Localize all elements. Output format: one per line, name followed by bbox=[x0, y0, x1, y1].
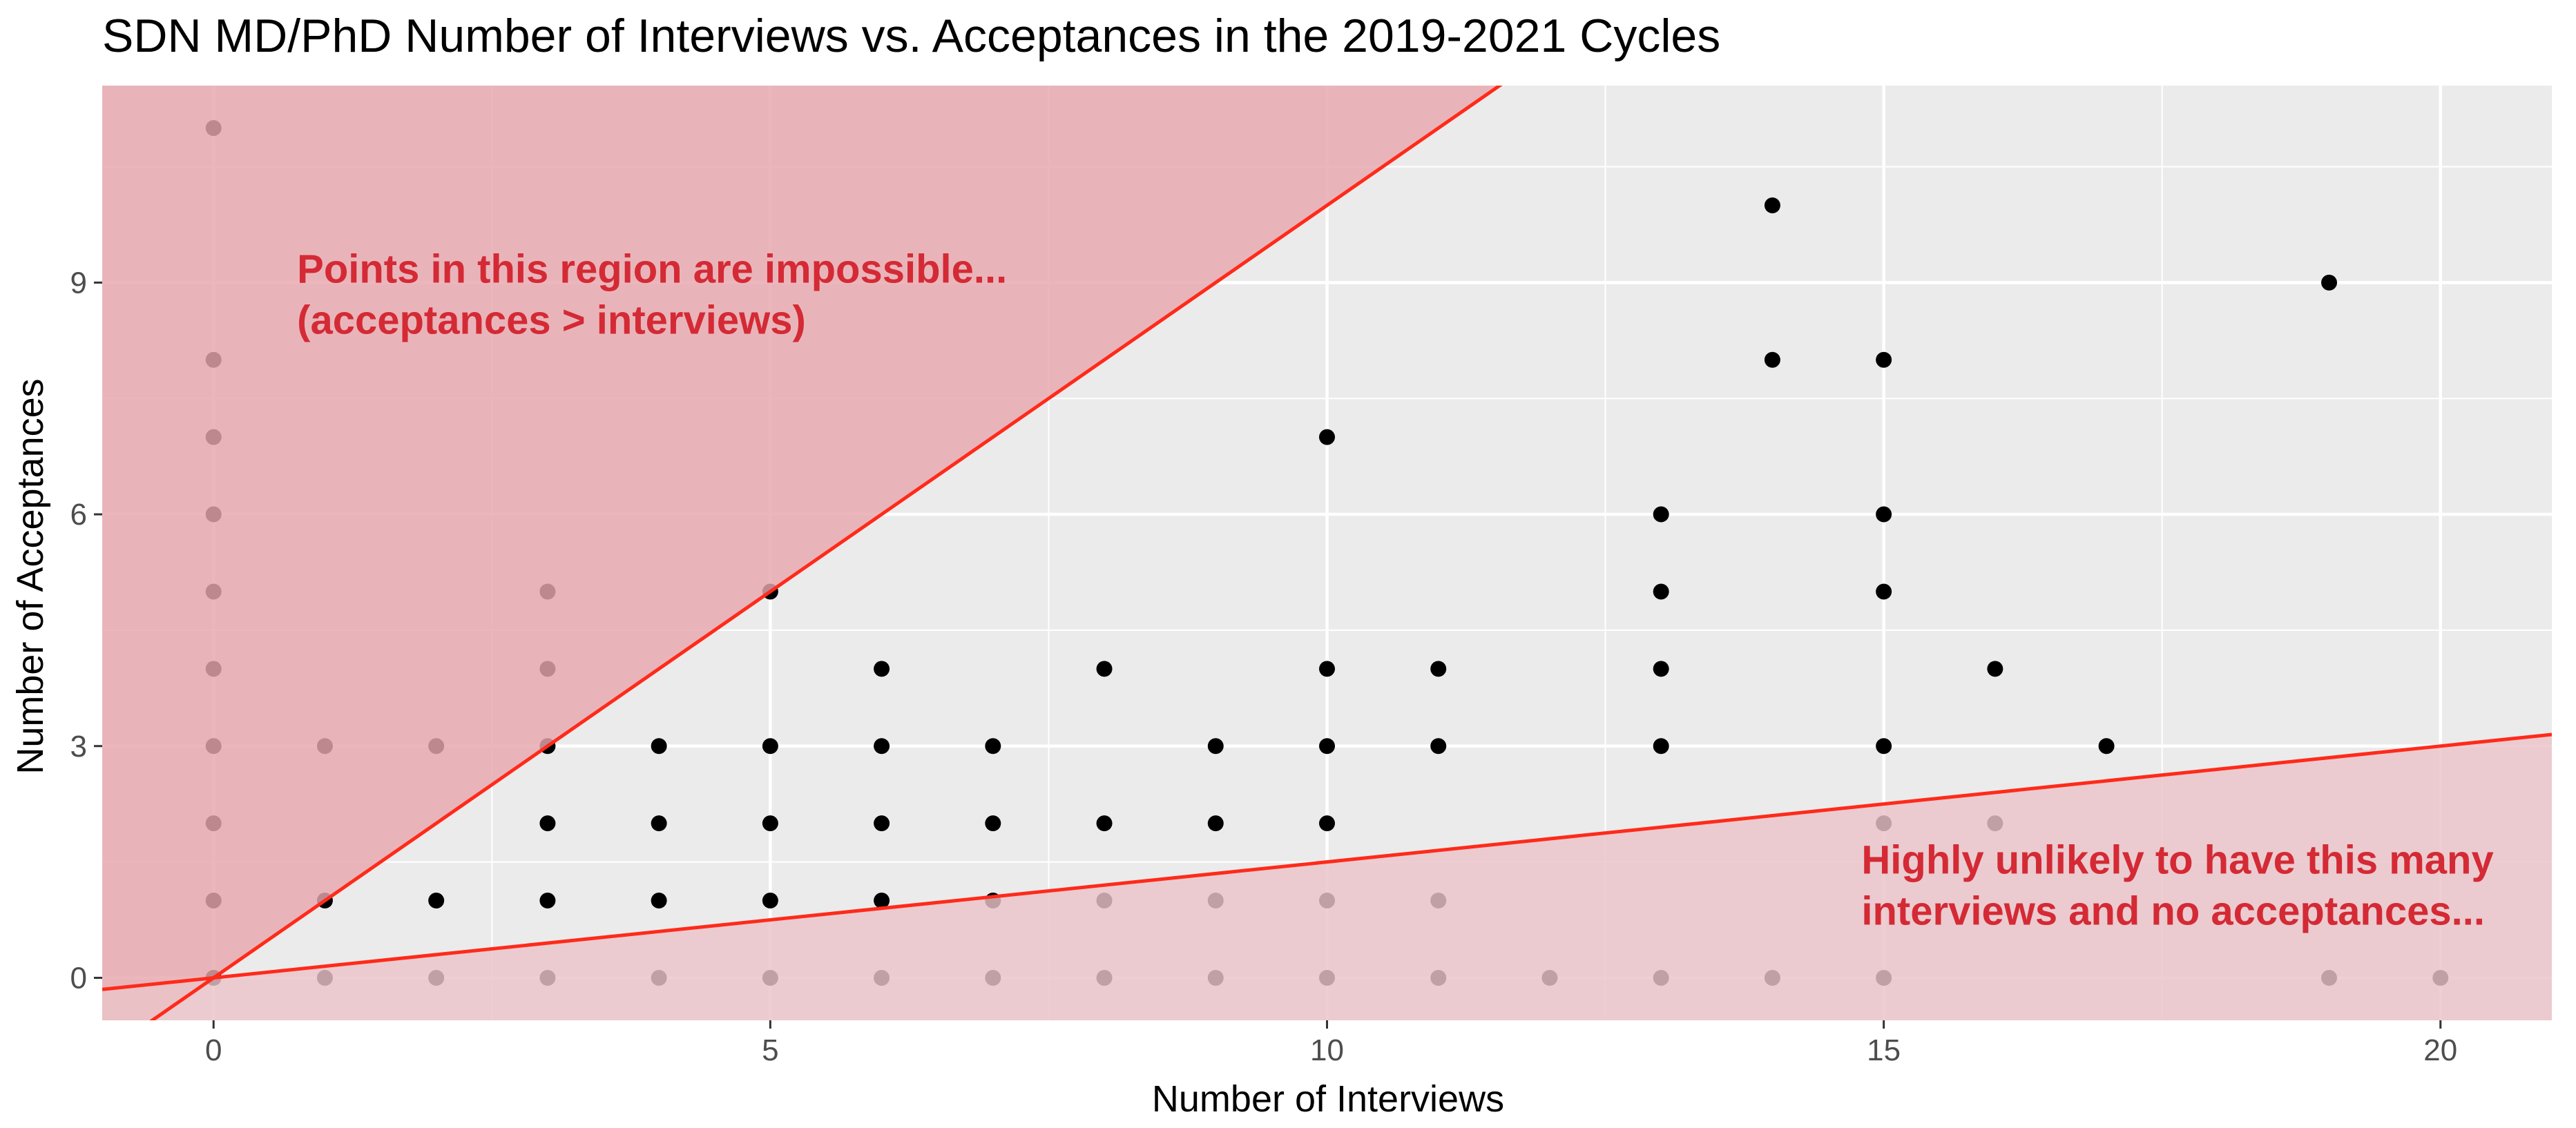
y-tick-label: 9 bbox=[70, 266, 87, 300]
data-point bbox=[1653, 738, 1669, 755]
annotation-text: interviews and no acceptances... bbox=[1861, 888, 2485, 933]
data-point bbox=[874, 738, 890, 755]
data-point bbox=[874, 893, 890, 909]
data-point bbox=[1653, 661, 1669, 677]
y-axis-label: Number of Acceptances bbox=[10, 378, 51, 774]
data-point bbox=[874, 815, 890, 832]
data-point bbox=[762, 893, 778, 909]
data-point bbox=[539, 815, 556, 832]
x-axis-ticks: 0 5 10 15 20 bbox=[205, 1020, 2457, 1067]
data-point bbox=[428, 893, 445, 909]
data-point bbox=[1876, 738, 1892, 755]
data-point bbox=[1096, 661, 1113, 677]
data-point bbox=[651, 893, 667, 909]
data-point bbox=[539, 893, 556, 909]
reference-lines bbox=[102, 86, 2552, 1020]
data-point bbox=[985, 815, 1001, 832]
impossible-region bbox=[102, 86, 2552, 1020]
data-point bbox=[1319, 738, 1335, 755]
annotation-text: Highly unlikely to have this many bbox=[1861, 837, 2493, 882]
y-tick-label: 3 bbox=[70, 730, 87, 764]
reference-line bbox=[149, 86, 1503, 1020]
data-point bbox=[762, 738, 778, 755]
x-tick-label: 20 bbox=[2423, 1033, 2457, 1067]
data-point bbox=[1764, 351, 1780, 368]
data-point bbox=[1653, 583, 1669, 600]
data-point bbox=[1096, 815, 1113, 832]
reference-line bbox=[102, 732, 2552, 991]
data-point bbox=[1876, 583, 1892, 600]
data-point bbox=[651, 738, 667, 755]
data-point bbox=[1207, 738, 1224, 755]
data-point bbox=[1319, 429, 1335, 445]
x-tick-label: 10 bbox=[1310, 1033, 1344, 1067]
data-point bbox=[1319, 661, 1335, 677]
data-point bbox=[1876, 506, 1892, 523]
y-tick-label: 6 bbox=[70, 498, 87, 532]
x-axis-label: Number of Interviews bbox=[1152, 1078, 1504, 1120]
data-point bbox=[985, 738, 1001, 755]
unlikely-region bbox=[102, 734, 2552, 1020]
data-point bbox=[874, 661, 890, 677]
data-point bbox=[1764, 197, 1780, 213]
y-tick-label: 0 bbox=[70, 961, 87, 995]
data-point bbox=[1653, 506, 1669, 523]
shaded-regions bbox=[102, 86, 2552, 1020]
annotations: Points in this region are impossible... (… bbox=[297, 246, 2494, 933]
data-point bbox=[2321, 274, 2338, 291]
data-point bbox=[2098, 738, 2115, 755]
data-point bbox=[1987, 661, 2003, 677]
data-point bbox=[1319, 815, 1335, 832]
y-axis-ticks: 0 3 6 9 bbox=[70, 266, 102, 995]
data-point bbox=[1430, 738, 1447, 755]
chart-title: SDN MD/PhD Number of Interviews vs. Acce… bbox=[102, 10, 1720, 62]
data-point bbox=[1876, 351, 1892, 368]
x-tick-label: 5 bbox=[762, 1033, 778, 1067]
data-point bbox=[1430, 661, 1447, 677]
x-tick-label: 0 bbox=[205, 1033, 222, 1067]
annotation-text: Points in this region are impossible... bbox=[297, 246, 1007, 291]
x-tick-label: 15 bbox=[1867, 1033, 1901, 1067]
annotation-text: (acceptances > interviews) bbox=[297, 298, 806, 342]
data-point bbox=[1207, 815, 1224, 832]
data-point bbox=[762, 815, 778, 832]
data-point bbox=[651, 815, 667, 832]
